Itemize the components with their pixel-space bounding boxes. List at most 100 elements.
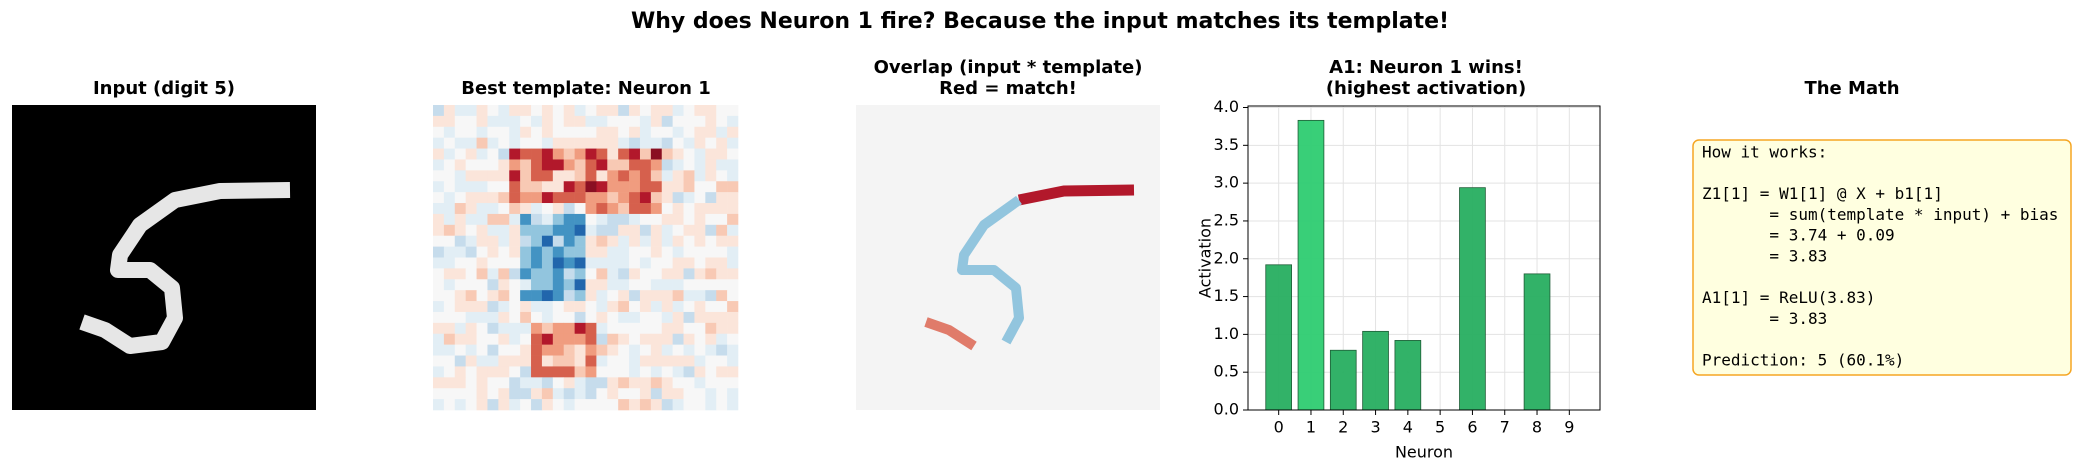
template-pixel (433, 192, 445, 204)
template-pixel (476, 213, 488, 226)
template-pixel (433, 279, 445, 291)
template-pixel (629, 322, 641, 335)
template-pixel (498, 311, 510, 324)
template-pixel (443, 246, 456, 258)
template-pixel (541, 366, 554, 378)
template-pixel (705, 301, 717, 313)
template-pixel (585, 257, 597, 269)
template-pixel (672, 279, 684, 291)
template-pixel (618, 257, 630, 269)
template-pixel (672, 224, 684, 237)
template-pixel (509, 105, 521, 117)
template-pixel (618, 105, 630, 117)
template-pixel (607, 399, 619, 411)
template-pixel (661, 311, 673, 324)
template-pixel (607, 170, 619, 182)
template-pixel (520, 355, 532, 367)
x-tick-label: 4 (1403, 418, 1413, 437)
template-pixel (705, 366, 717, 378)
template-pixel (618, 170, 630, 182)
template-pixel (552, 224, 565, 237)
template-pixel (520, 126, 532, 138)
template-pixel (498, 290, 510, 302)
template-pixel (607, 377, 619, 389)
template-pixel (629, 148, 641, 160)
template-pixel (541, 170, 554, 182)
template-pixel (487, 115, 499, 128)
template-pixel (607, 355, 619, 367)
template-pixel (541, 224, 554, 237)
template-pixel (509, 137, 521, 149)
template-pixel (661, 213, 673, 226)
template-pixel (433, 246, 445, 258)
template-pixel (585, 159, 597, 171)
template-pixel (541, 126, 554, 138)
template-pixel (552, 105, 565, 117)
template-pixel (541, 257, 554, 269)
template-pixel (454, 213, 466, 226)
template-pixel (574, 388, 586, 400)
template-pixel (596, 322, 608, 335)
template-pixel (629, 126, 641, 138)
template-pixel (639, 246, 652, 258)
template-pixel (661, 377, 673, 389)
template-pixel (639, 170, 652, 182)
template-pixel (498, 366, 510, 378)
template-pixel (509, 301, 521, 313)
template-pixel (541, 377, 554, 389)
template-pixel (716, 203, 728, 215)
template-pixel (694, 333, 706, 345)
template-pixel (574, 126, 586, 138)
input-image (12, 105, 316, 410)
template-pixel (661, 137, 673, 149)
template-pixel (683, 246, 695, 258)
template-pixel (454, 344, 466, 356)
template-pixel (509, 322, 521, 335)
template-pixel (520, 181, 532, 193)
template-pixel (487, 366, 499, 378)
template-pixel (694, 268, 706, 280)
template-pixel (509, 279, 521, 291)
template-pixel (563, 311, 575, 324)
template-pixel (443, 213, 456, 226)
template-pixel (531, 105, 543, 117)
template-pixel (629, 246, 641, 258)
template-pixel (541, 192, 554, 204)
template-pixel (509, 224, 521, 237)
template-pixel (443, 159, 456, 171)
template-pixel (465, 257, 477, 269)
template-pixel (672, 148, 684, 160)
template-pixel (498, 203, 510, 215)
template-pixel (607, 333, 619, 345)
template-pixel (574, 366, 586, 378)
template-pixel (672, 192, 684, 204)
template-pixel (465, 192, 477, 204)
template-pixel (443, 170, 456, 182)
panel-title: Overlap (input * template) (874, 57, 1143, 78)
template-pixel (683, 290, 695, 302)
template-pixel (618, 279, 630, 291)
template-pixel (476, 137, 488, 149)
template-pixel (705, 377, 717, 389)
template-pixel (672, 322, 684, 335)
template-pixel (433, 366, 445, 378)
template-pixel (705, 279, 717, 291)
template-pixel (607, 311, 619, 324)
template-pixel (509, 344, 521, 356)
template-pixel (683, 344, 695, 356)
template-pixel (694, 105, 706, 117)
template-pixel (563, 181, 575, 193)
template-pixel (552, 257, 565, 269)
template-pixel (694, 148, 706, 160)
math-line: Prediction: 5 (60.1%) (1702, 351, 1904, 370)
template-pixel (661, 322, 673, 335)
template-pixel (531, 311, 543, 324)
template-pixel (552, 311, 565, 324)
template-pixel (672, 268, 684, 280)
template-pixel (552, 192, 565, 204)
template-pixel (574, 137, 586, 149)
template-pixel (465, 268, 477, 280)
template-pixel (618, 235, 630, 247)
template-pixel (705, 170, 717, 182)
template-pixel (541, 322, 554, 335)
